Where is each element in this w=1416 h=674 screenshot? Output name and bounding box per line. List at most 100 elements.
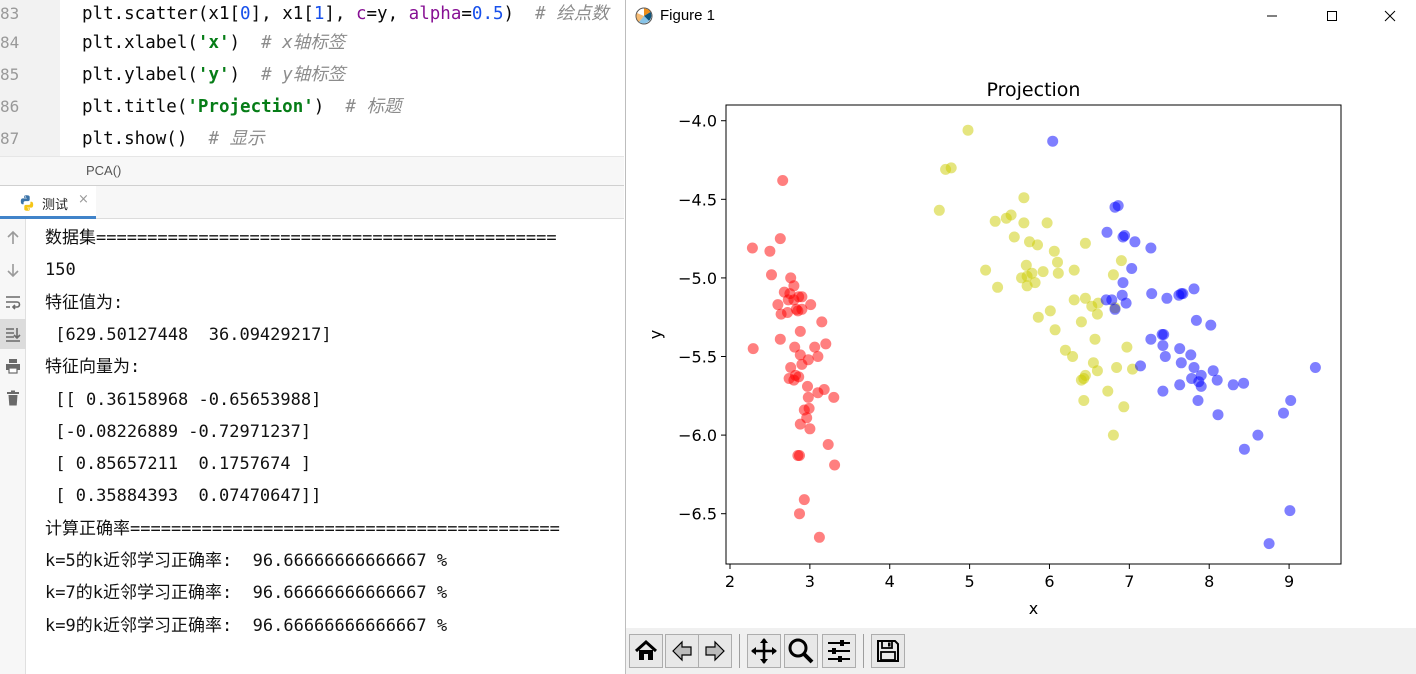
toolbar-separator <box>863 634 864 668</box>
window-title: Figure 1 <box>660 7 716 24</box>
code-token: 'x' <box>197 33 230 53</box>
minimize-icon[interactable] <box>1243 0 1301 32</box>
data-point <box>1079 237 1091 249</box>
data-point <box>1185 349 1197 361</box>
code-token: 0.5 <box>471 4 504 24</box>
data-point <box>802 354 814 366</box>
code-line[interactable]: 83 plt.scatter(x1[0], x1[1], c=y, alpha=0… <box>0 0 624 30</box>
forward-arrow-icon[interactable] <box>698 634 732 668</box>
code-token: # 绘点数 <box>535 4 609 24</box>
data-point <box>962 124 974 136</box>
data-point <box>1026 267 1038 279</box>
run-tool-window-header: 测试 × <box>0 185 624 219</box>
down-arrow-icon[interactable] <box>0 255 26 285</box>
data-point <box>1008 231 1020 243</box>
console-output[interactable]: 数据集=====================================… <box>27 219 624 674</box>
code-editor[interactable]: 83 plt.scatter(x1[0], x1[1], c=y, alpha=0… <box>0 0 624 156</box>
scatter-chart[interactable]: 2 3 4 5 6 7 8 9 −4.0 −4.5 −5.0 −5.5 −6.0 −6.5 Projecti… <box>626 32 1416 628</box>
data-point <box>1049 324 1061 336</box>
x-tick-label: 2 <box>725 572 735 591</box>
x-tick-label: 6 <box>1044 572 1054 591</box>
code-line[interactable]: 84 plt.xlabel('x') # x轴标签 <box>0 27 624 59</box>
data-point <box>1156 329 1168 340</box>
toolbar-separator <box>739 634 740 668</box>
line-number-gutter <box>0 0 60 156</box>
data-point <box>1186 373 1198 384</box>
figure-canvas[interactable]: 2 3 4 5 6 7 8 9 −4.0 −4.5 −5.0 −5.5 −6.0 −6.5 Projecti… <box>626 32 1416 628</box>
chart-title: Projection <box>987 79 1081 101</box>
x-tick-label: 5 <box>965 572 975 591</box>
data-point <box>1117 277 1129 289</box>
code-token: ) <box>229 33 262 53</box>
pan-icon[interactable] <box>747 634 781 668</box>
data-point <box>1227 379 1239 391</box>
back-arrow-icon[interactable] <box>665 634 699 668</box>
data-point <box>793 371 805 383</box>
soft-wrap-icon[interactable] <box>0 287 26 317</box>
maximize-icon[interactable] <box>1303 0 1361 32</box>
data-point <box>1145 242 1157 254</box>
data-point <box>1126 263 1138 274</box>
data-point <box>772 299 784 311</box>
data-point <box>794 325 806 337</box>
code-token: ) <box>229 65 262 85</box>
data-point <box>777 175 789 186</box>
x-tick-label: 8 <box>1204 572 1214 591</box>
code-token: # y轴标签 <box>261 65 346 85</box>
close-icon[interactable] <box>1361 0 1416 32</box>
data-point <box>1135 360 1146 372</box>
home-icon[interactable] <box>629 634 663 668</box>
line-number: 86 <box>0 97 20 116</box>
data-point <box>1021 280 1033 292</box>
code-line[interactable]: 85 plt.ylabel('y') # y轴标签 <box>0 59 624 91</box>
data-point <box>746 242 758 254</box>
save-icon[interactable] <box>871 634 905 668</box>
data-point <box>1177 288 1189 300</box>
code-token: plt.ylabel( <box>82 65 198 85</box>
data-point <box>1211 374 1223 386</box>
line-number: 83 <box>0 4 20 23</box>
data-point <box>1192 395 1204 406</box>
data-point <box>1309 362 1321 373</box>
data-point <box>1052 267 1064 279</box>
run-toolbar <box>0 219 26 674</box>
y-tick-label: −4.0 <box>678 112 717 131</box>
data-point <box>1159 351 1171 362</box>
data-point <box>1078 373 1090 384</box>
data-point <box>822 439 834 450</box>
data-point <box>766 269 777 281</box>
run-tab[interactable]: 测试 × <box>0 186 96 219</box>
code-line[interactable]: 86 plt.title('Projection') # 标题 <box>0 91 624 123</box>
data-point <box>1018 192 1030 204</box>
code-token: ) <box>313 97 346 117</box>
close-icon[interactable]: × <box>78 192 89 207</box>
code-token: ], x1[ <box>250 4 314 24</box>
data-point <box>1157 340 1169 351</box>
breadcrumb[interactable]: PCA() <box>86 163 122 178</box>
configure-subplots-icon[interactable] <box>822 634 856 668</box>
data-point <box>1118 401 1130 413</box>
data-point <box>1121 341 1133 353</box>
data-point <box>1067 351 1079 362</box>
x-tick-label: 7 <box>1124 572 1134 591</box>
data-point <box>1091 308 1103 320</box>
zoom-icon[interactable] <box>784 634 818 668</box>
data-point <box>1075 316 1087 328</box>
code-line[interactable]: 87 plt.show() # 显示 <box>0 123 624 155</box>
code-text: plt.title('Projection') # 标题 <box>82 91 401 123</box>
run-tab-label: 测试 <box>42 197 69 212</box>
data-point <box>1041 217 1053 229</box>
data-point <box>1205 319 1217 331</box>
console-line: k=5的k近邻学习正确率: 96.66666666666667 % <box>45 551 448 571</box>
data-point <box>747 343 759 355</box>
scroll-to-end-icon[interactable] <box>0 319 26 349</box>
y-tick-label: −5.5 <box>678 348 717 367</box>
print-icon[interactable] <box>0 351 26 381</box>
code-token: # 标题 <box>345 97 402 117</box>
up-arrow-icon[interactable] <box>0 223 26 253</box>
line-number: 85 <box>0 65 20 84</box>
trash-icon[interactable] <box>0 383 26 413</box>
data-point <box>1146 288 1158 300</box>
code-token: # x轴标签 <box>261 33 346 53</box>
data-point <box>1111 362 1123 373</box>
